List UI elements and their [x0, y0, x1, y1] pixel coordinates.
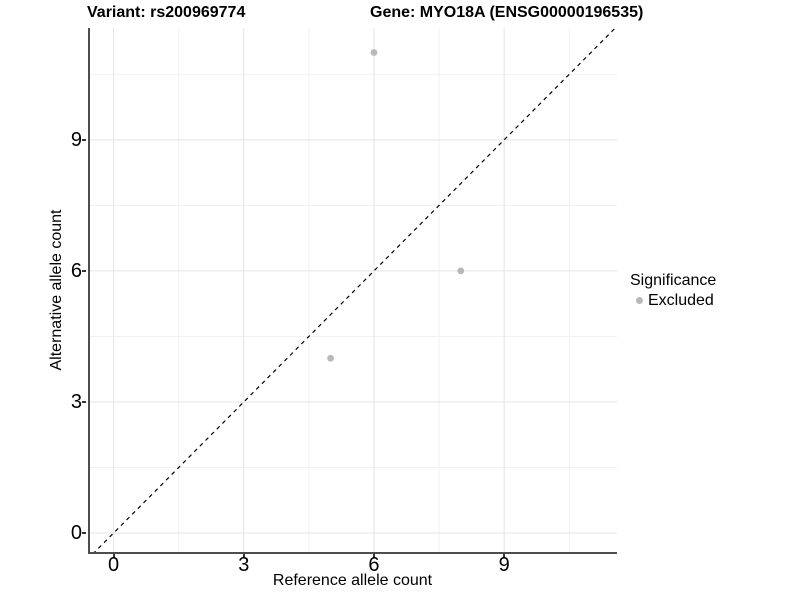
data-point — [457, 267, 465, 275]
y-axis-title: Alternative allele count — [48, 209, 65, 371]
y-tick-mark — [82, 269, 86, 272]
x-axis-title: Reference allele count — [272, 572, 433, 589]
identity-dashed-line — [91, 28, 617, 554]
plot-panel — [88, 28, 617, 554]
y-tick-label: 3 — [70, 390, 82, 413]
y-tick-label: 6 — [70, 259, 82, 282]
plot-title-gene: Gene: MYO18A (ENSG00000196535) — [370, 4, 644, 21]
y-tick-label: 9 — [70, 128, 82, 151]
y-tick-label: 0 — [70, 522, 82, 545]
y-tick-mark — [82, 400, 86, 403]
legend-item-excluded: Excluded — [630, 291, 716, 310]
data-point — [327, 354, 334, 362]
data-point — [370, 49, 378, 56]
plot-title-variant: Variant: rs200969774 — [87, 4, 246, 21]
x-tick-label: 9 — [498, 554, 510, 576]
legend-item-label: Excluded — [648, 292, 714, 309]
x-tick-label: 6 — [368, 554, 380, 576]
y-tick-mark — [82, 138, 86, 141]
x-tick-mark — [503, 554, 506, 558]
legend: Significance Excluded — [630, 271, 716, 310]
y-tick-mark — [82, 532, 86, 535]
legend-title: Significance — [630, 272, 717, 289]
x-tick-label: 0 — [108, 554, 120, 576]
x-tick-label: 3 — [238, 554, 250, 576]
x-tick-mark — [112, 554, 115, 558]
x-tick-mark — [372, 554, 375, 558]
x-tick-mark — [242, 554, 245, 558]
legend-point-icon — [636, 297, 643, 304]
